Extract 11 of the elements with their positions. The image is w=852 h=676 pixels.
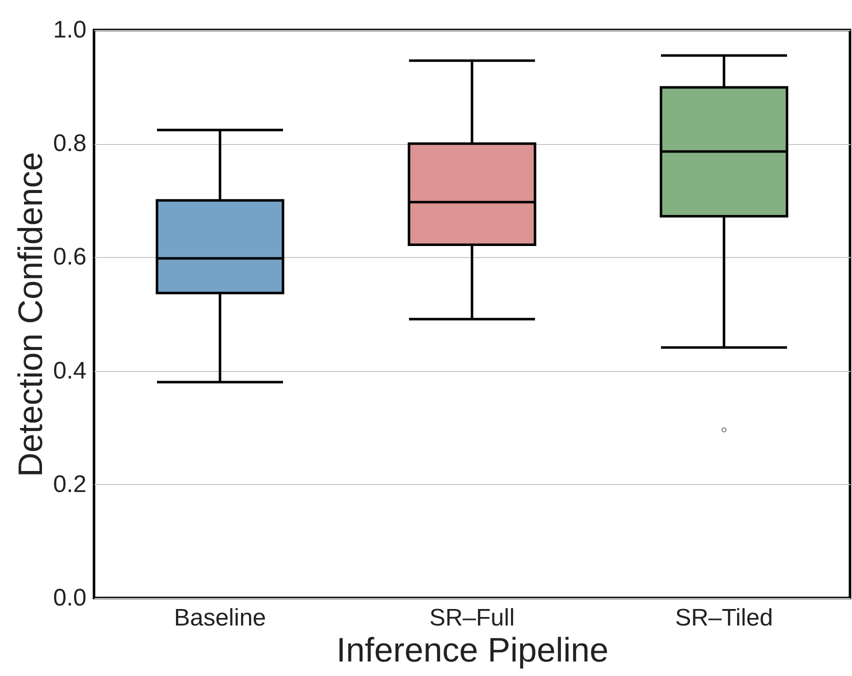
y-tick-label: 0.0: [53, 584, 86, 612]
x-tick-label: SR–Full: [429, 604, 515, 632]
x-tick-label: Baseline: [174, 604, 266, 632]
y-tick-label: 1.0: [53, 16, 86, 44]
y-tick-label: 0.4: [53, 357, 86, 384]
x-axis-title: Inference Pipeline: [336, 632, 609, 670]
y-tick-label: 0.2: [53, 470, 86, 498]
x-tick-label: SR–Tiled: [675, 604, 773, 632]
y-tick-label: 0.6: [53, 244, 86, 271]
y-axis-title: Detection Confidence: [12, 152, 50, 478]
y-tick-label: 0.8: [53, 130, 86, 158]
